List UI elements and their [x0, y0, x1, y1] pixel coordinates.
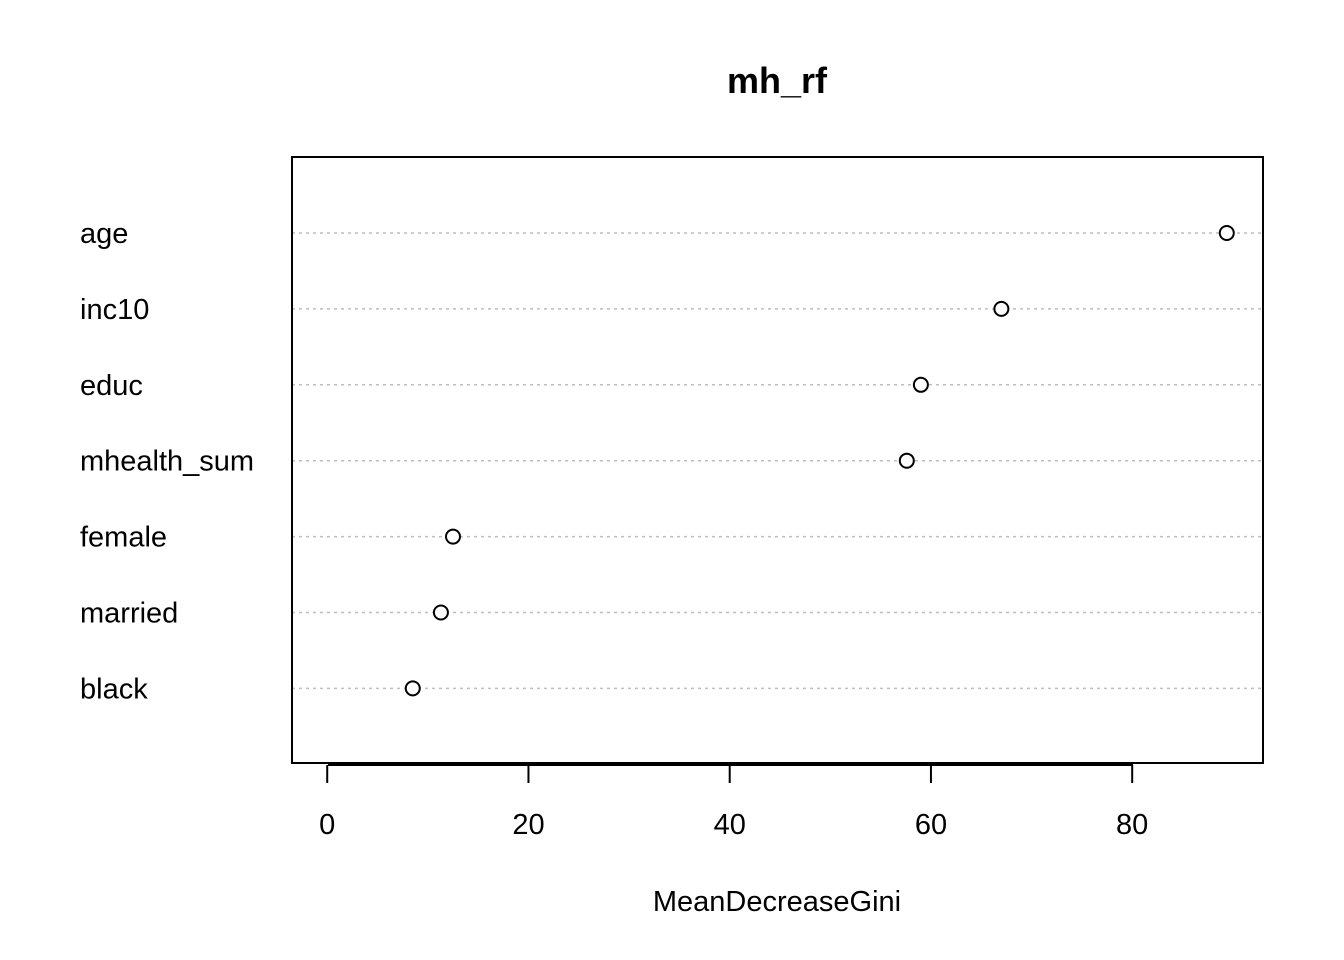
category-label-married: married — [80, 598, 178, 630]
x-tick-label-0: 0 — [319, 809, 335, 841]
x-tick-label-60: 60 — [915, 809, 947, 841]
data-point-educ — [912, 376, 929, 393]
x-axis-label: MeanDecreaseGini — [653, 886, 901, 918]
data-points — [404, 225, 1235, 697]
data-point-inc10 — [993, 300, 1010, 317]
category-label-female: female — [80, 522, 167, 554]
x-tick-label-40: 40 — [714, 809, 746, 841]
grid-lines — [292, 232, 1263, 690]
data-point-female — [444, 528, 461, 545]
data-point-black — [404, 680, 421, 697]
x-tick-label-20: 20 — [512, 809, 544, 841]
category-label-educ: educ — [80, 370, 143, 402]
category-label-inc10: inc10 — [80, 294, 149, 326]
x-tick-label-80: 80 — [1116, 809, 1148, 841]
category-label-black: black — [80, 673, 148, 705]
plot-frame — [291, 156, 1264, 764]
category-label-mhealth_sum: mhealth_sum — [80, 446, 254, 478]
data-point-married — [432, 604, 449, 621]
category-label-age: age — [80, 218, 128, 250]
chart-title: mh_rf — [727, 60, 828, 101]
x-axis-ticks: 0 20 40 60 80 — [319, 765, 1148, 841]
data-point-mhealth_sum — [898, 452, 915, 469]
data-point-age — [1218, 225, 1235, 241]
